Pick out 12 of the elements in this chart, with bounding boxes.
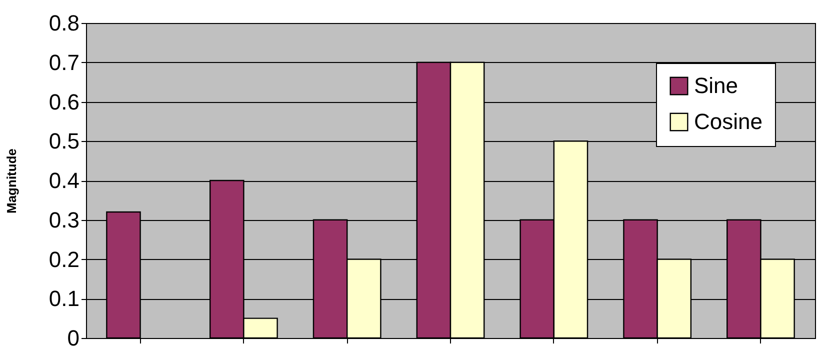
y-tick-label: 0.5	[48, 128, 80, 154]
y-tick-label: 0.8	[48, 10, 80, 36]
y-tick-label: 0.4	[48, 168, 80, 193]
legend-label: Sine	[694, 73, 738, 98]
y-tick-label: 0.3	[48, 207, 80, 232]
y-axis-title: Magnitude	[4, 148, 19, 214]
y-tick-label: 0.1	[48, 286, 80, 312]
y-tick-label: 0.7	[48, 50, 80, 75]
legend-label: Cosine	[694, 109, 762, 134]
y-tick-label: 0.2	[48, 246, 80, 272]
y-tick-label: 0	[67, 326, 80, 350]
y-tick-label: 0.6	[48, 89, 80, 114]
